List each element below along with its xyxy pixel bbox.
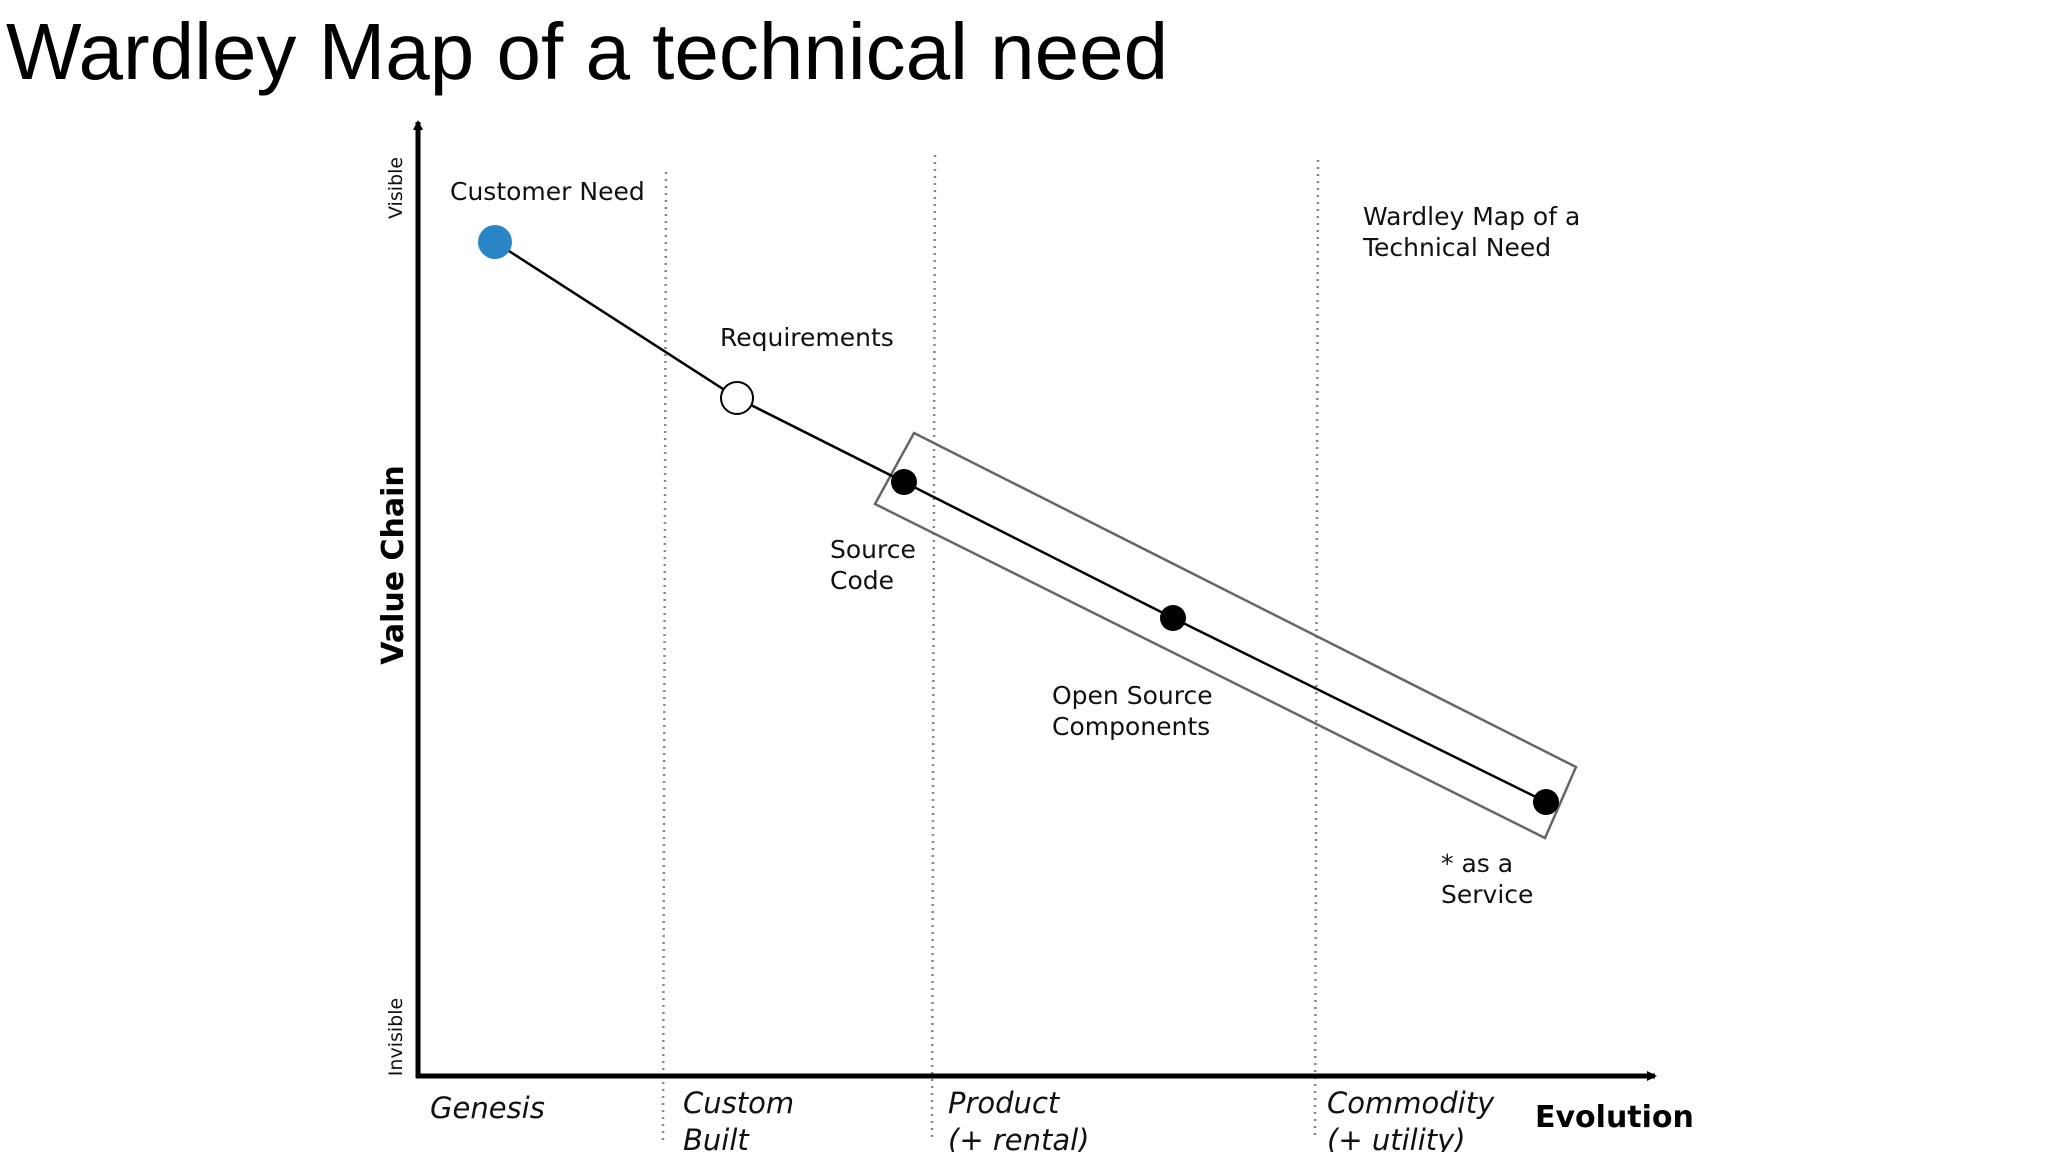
evolution-grouping-box bbox=[873, 431, 1578, 840]
stage-divider-product bbox=[930, 154, 937, 1141]
value-chain-label: Value Chain bbox=[376, 465, 411, 665]
open-source-components-node bbox=[1160, 605, 1186, 631]
link-requirements-source-code bbox=[736, 396, 905, 484]
requirements-label: Requirements bbox=[720, 323, 894, 352]
slide-title: Wardley Map of a technical need bbox=[6, 7, 1169, 96]
axis-visible-label: Visible bbox=[385, 157, 407, 219]
as-a-service-label: * as a Service bbox=[1441, 849, 1533, 909]
stage-commodity-label: Commodity (+ utility) bbox=[1327, 1086, 1503, 1152]
source-code-label: Source Code bbox=[830, 535, 924, 595]
link-source-code-open-source bbox=[903, 480, 1174, 620]
axis-invisible-label: Invisible bbox=[385, 998, 407, 1076]
as-a-service-node bbox=[1533, 789, 1559, 815]
open-source-components-label: Open Source Components bbox=[1052, 681, 1221, 741]
stage-custom-built-label: Custom Built bbox=[683, 1086, 803, 1152]
stage-product-label: Product (+ rental) bbox=[948, 1086, 1090, 1152]
evolution-label: Evolution bbox=[1535, 1100, 1694, 1135]
link-open-source-as-a-service bbox=[1172, 616, 1547, 804]
customer-need-label: Customer Need bbox=[450, 177, 645, 206]
source-code-node bbox=[891, 469, 917, 495]
stage-genesis-label: Genesis bbox=[430, 1091, 545, 1125]
requirements-node bbox=[720, 381, 754, 415]
customer-need-node bbox=[478, 225, 512, 259]
stage-divider-commodity bbox=[1313, 159, 1320, 1141]
stage-divider-custom bbox=[661, 171, 668, 1141]
link-customer-need-requirements bbox=[494, 240, 738, 400]
map-caption: Wardley Map of a Technical Need bbox=[1362, 202, 1588, 262]
